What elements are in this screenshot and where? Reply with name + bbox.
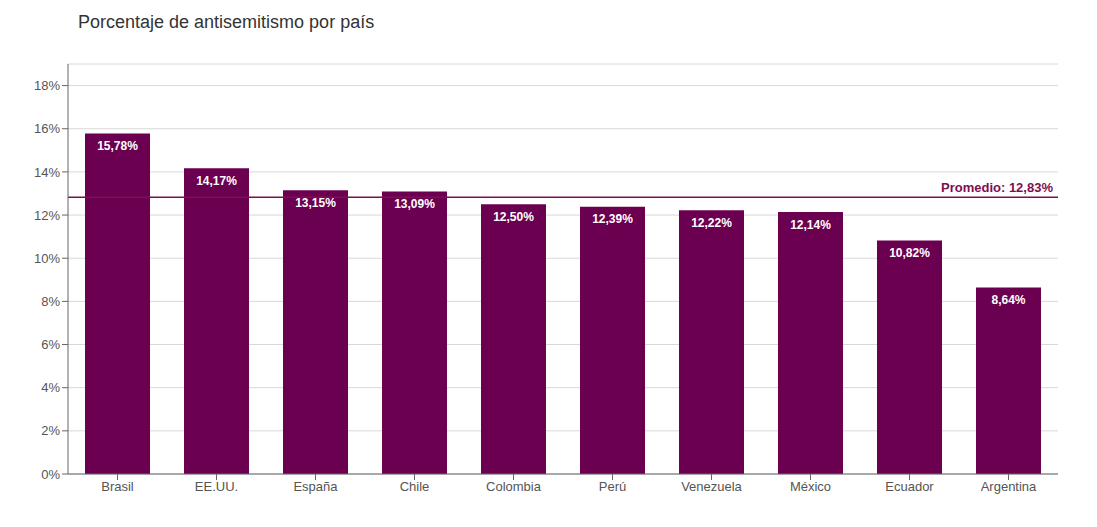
svg-text:EE.UU.: EE.UU. xyxy=(195,479,238,494)
svg-text:10,82%: 10,82% xyxy=(889,246,930,260)
svg-text:México: México xyxy=(790,479,831,494)
svg-text:12,50%: 12,50% xyxy=(493,210,534,224)
svg-text:España: España xyxy=(293,479,338,494)
svg-text:Brasil: Brasil xyxy=(101,479,134,494)
svg-text:12,22%: 12,22% xyxy=(691,216,732,230)
svg-text:14,17%: 14,17% xyxy=(196,174,237,188)
svg-text:8,64%: 8,64% xyxy=(991,293,1025,307)
svg-text:18%: 18% xyxy=(34,78,60,93)
svg-text:8%: 8% xyxy=(41,294,60,309)
svg-text:2%: 2% xyxy=(41,423,60,438)
svg-text:12,14%: 12,14% xyxy=(790,218,831,232)
svg-text:Venezuela: Venezuela xyxy=(681,479,742,494)
svg-text:16%: 16% xyxy=(34,121,60,136)
svg-text:15,78%: 15,78% xyxy=(97,139,138,153)
svg-text:6%: 6% xyxy=(41,337,60,352)
svg-text:13,09%: 13,09% xyxy=(394,197,435,211)
svg-text:Ecuador: Ecuador xyxy=(885,479,934,494)
svg-text:13,15%: 13,15% xyxy=(295,196,336,210)
svg-text:12%: 12% xyxy=(34,208,60,223)
svg-text:Colombia: Colombia xyxy=(486,479,542,494)
svg-text:Argentina: Argentina xyxy=(981,479,1037,494)
svg-text:4%: 4% xyxy=(41,380,60,395)
svg-text:14%: 14% xyxy=(34,165,60,180)
svg-text:Promedio: 12,83%: Promedio: 12,83% xyxy=(941,180,1053,195)
svg-text:12,39%: 12,39% xyxy=(592,212,633,226)
svg-text:Chile: Chile xyxy=(400,479,430,494)
html-text:Porcentaje de antisemitismo po: Porcentaje de antisemitismo por país xyxy=(78,12,375,32)
svg-text:10%: 10% xyxy=(34,251,60,266)
svg-text:Perú: Perú xyxy=(599,479,626,494)
svg-text:0%: 0% xyxy=(41,467,60,482)
